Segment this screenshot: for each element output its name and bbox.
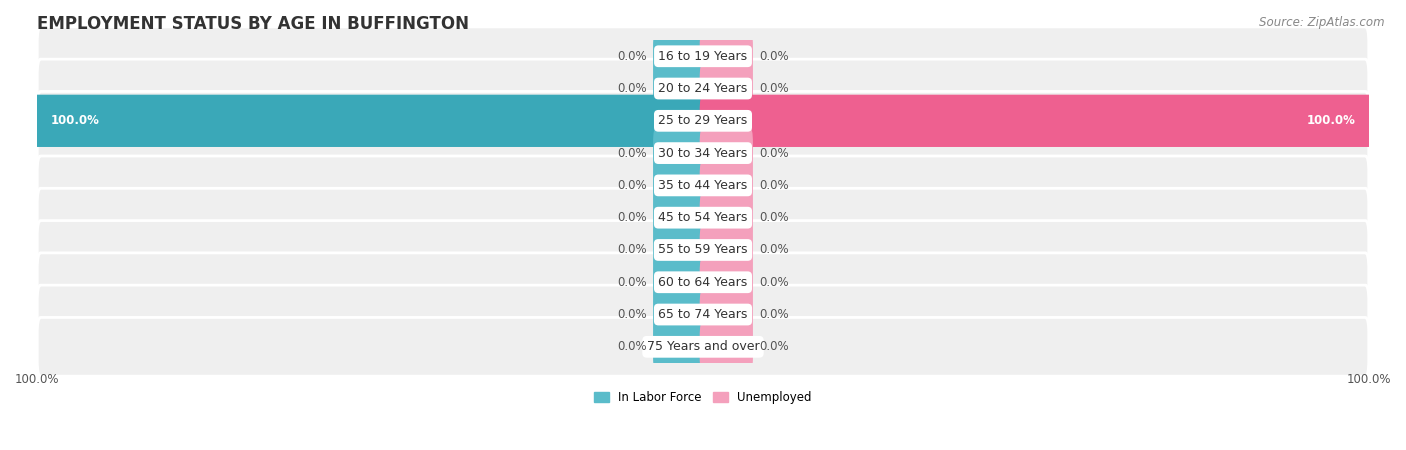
FancyBboxPatch shape [37,59,1369,118]
Text: 16 to 19 Years: 16 to 19 Years [658,50,748,63]
Text: 0.0%: 0.0% [617,308,647,321]
FancyBboxPatch shape [37,91,1369,150]
Text: 0.0%: 0.0% [759,308,789,321]
Text: 0.0%: 0.0% [759,179,789,192]
Text: 0.0%: 0.0% [759,243,789,256]
Text: 35 to 44 Years: 35 to 44 Years [658,179,748,192]
Text: 0.0%: 0.0% [617,211,647,224]
Text: 0.0%: 0.0% [617,276,647,289]
Text: 20 to 24 Years: 20 to 24 Years [658,82,748,95]
Text: 65 to 74 Years: 65 to 74 Years [658,308,748,321]
FancyBboxPatch shape [37,124,1369,183]
FancyBboxPatch shape [652,159,706,211]
FancyBboxPatch shape [700,127,754,179]
FancyBboxPatch shape [652,224,706,276]
FancyBboxPatch shape [652,30,706,82]
FancyBboxPatch shape [37,188,1369,247]
Text: 100.0%: 100.0% [1306,114,1355,127]
Text: 60 to 64 Years: 60 to 64 Years [658,276,748,289]
FancyBboxPatch shape [700,30,754,82]
FancyBboxPatch shape [37,317,1369,376]
Legend: In Labor Force, Unemployed: In Labor Force, Unemployed [589,386,817,409]
FancyBboxPatch shape [37,27,1369,86]
FancyBboxPatch shape [652,256,706,308]
Text: 0.0%: 0.0% [759,211,789,224]
Text: Source: ZipAtlas.com: Source: ZipAtlas.com [1260,16,1385,29]
Text: 100.0%: 100.0% [51,114,100,127]
Text: 25 to 29 Years: 25 to 29 Years [658,114,748,127]
Text: EMPLOYMENT STATUS BY AGE IN BUFFINGTON: EMPLOYMENT STATUS BY AGE IN BUFFINGTON [37,15,470,33]
FancyBboxPatch shape [700,256,754,308]
FancyBboxPatch shape [652,288,706,341]
Text: 0.0%: 0.0% [617,243,647,256]
FancyBboxPatch shape [700,159,754,211]
FancyBboxPatch shape [34,94,706,147]
FancyBboxPatch shape [700,224,754,276]
Text: 0.0%: 0.0% [617,50,647,63]
Text: 0.0%: 0.0% [617,82,647,95]
Text: 55 to 59 Years: 55 to 59 Years [658,243,748,256]
FancyBboxPatch shape [37,220,1369,279]
Text: 0.0%: 0.0% [759,147,789,160]
Text: 30 to 34 Years: 30 to 34 Years [658,147,748,160]
FancyBboxPatch shape [700,94,1372,147]
FancyBboxPatch shape [700,288,754,341]
Text: 0.0%: 0.0% [759,82,789,95]
FancyBboxPatch shape [652,127,706,179]
Text: 45 to 54 Years: 45 to 54 Years [658,211,748,224]
Text: 75 Years and over: 75 Years and over [647,340,759,353]
Text: 0.0%: 0.0% [617,179,647,192]
FancyBboxPatch shape [700,321,754,373]
FancyBboxPatch shape [652,63,706,115]
Text: 0.0%: 0.0% [759,50,789,63]
FancyBboxPatch shape [652,321,706,373]
FancyBboxPatch shape [652,192,706,244]
FancyBboxPatch shape [700,192,754,244]
Text: 0.0%: 0.0% [617,147,647,160]
FancyBboxPatch shape [700,63,754,115]
FancyBboxPatch shape [37,285,1369,344]
Text: 0.0%: 0.0% [759,276,789,289]
FancyBboxPatch shape [37,253,1369,312]
FancyBboxPatch shape [37,156,1369,215]
Text: 0.0%: 0.0% [617,340,647,353]
Text: 0.0%: 0.0% [759,340,789,353]
